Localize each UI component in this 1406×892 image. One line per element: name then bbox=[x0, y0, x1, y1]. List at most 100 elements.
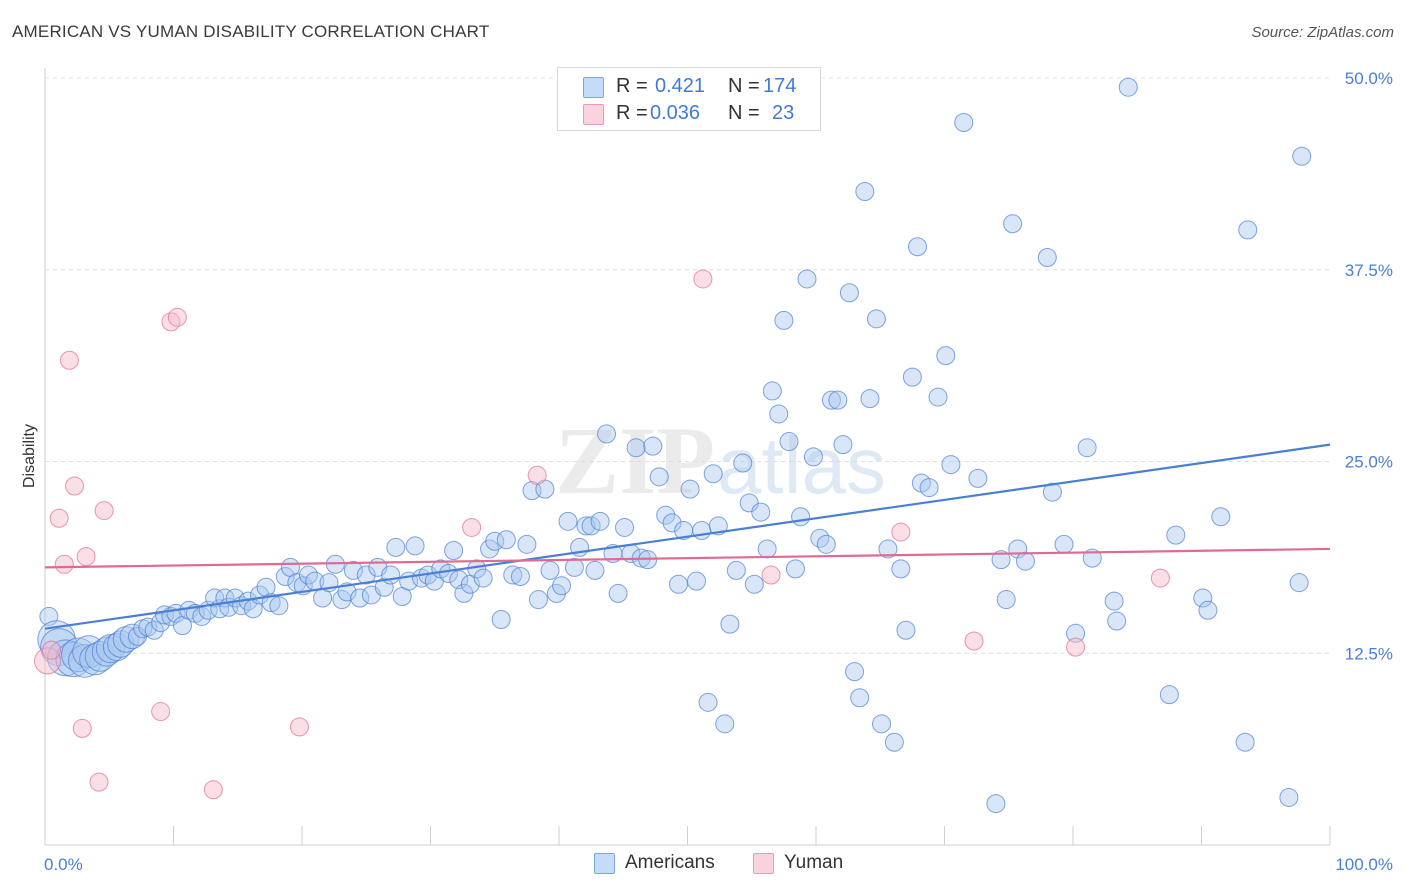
americans-point bbox=[40, 628, 79, 667]
americans-point bbox=[698, 692, 718, 712]
legend-swatch-americans bbox=[594, 853, 615, 874]
yuman-point bbox=[527, 465, 547, 485]
americans-point bbox=[454, 583, 474, 603]
yuman-point bbox=[167, 307, 187, 327]
chart-source: Source: ZipAtlas.com bbox=[1251, 24, 1394, 41]
americans-point bbox=[491, 610, 511, 630]
yuman-point bbox=[72, 718, 92, 738]
legend-n-value: 23 bbox=[772, 102, 795, 124]
stats-legend: R = 0.421 N = 174 R = 0.036 N = 23 bbox=[557, 67, 821, 131]
americans-point bbox=[649, 467, 669, 487]
americans-point bbox=[558, 511, 578, 531]
americans-point bbox=[762, 381, 782, 401]
americans-point bbox=[884, 732, 904, 752]
yuman-point bbox=[94, 501, 114, 521]
yuman-point bbox=[89, 772, 109, 792]
yuman-point bbox=[964, 631, 984, 651]
americans-point bbox=[797, 269, 817, 289]
americans-point bbox=[597, 424, 617, 444]
chart-title: AMERICAN VS YUMAN DISABILITY CORRELATION… bbox=[12, 22, 490, 41]
x-tick-label: 0.0% bbox=[44, 855, 83, 874]
x-tick-label: 100.0% bbox=[1335, 855, 1393, 874]
yuman-point bbox=[891, 522, 911, 542]
legend-r-value: 0.421 bbox=[655, 75, 706, 97]
americans-point bbox=[608, 583, 628, 603]
americans-point bbox=[833, 435, 853, 455]
legend-label-americans: Americans bbox=[625, 852, 715, 873]
y-tick-label: 25.0% bbox=[1345, 453, 1393, 472]
trend-line-yuman bbox=[44, 547, 1331, 569]
americans-point bbox=[739, 493, 759, 513]
americans-point bbox=[941, 455, 961, 475]
americans-point bbox=[860, 389, 880, 409]
americans-point bbox=[496, 530, 516, 550]
americans-point bbox=[1198, 600, 1218, 620]
americans-point bbox=[986, 794, 1006, 814]
americans-point bbox=[680, 479, 700, 499]
americans-point bbox=[1279, 787, 1299, 807]
americans-point bbox=[656, 505, 676, 525]
americans-point bbox=[503, 565, 523, 585]
americans-point bbox=[261, 593, 281, 613]
watermark: ZIP atlas bbox=[555, 407, 886, 514]
americans-point bbox=[1066, 623, 1086, 643]
americans-point bbox=[205, 588, 225, 608]
americans-point bbox=[726, 560, 746, 580]
americans-point bbox=[803, 447, 823, 467]
americans-point bbox=[405, 536, 425, 556]
americans-point bbox=[1082, 548, 1102, 568]
yuman-point bbox=[41, 640, 61, 660]
yuman-point bbox=[59, 350, 79, 370]
americans-point bbox=[585, 560, 605, 580]
legend-r-label: R = bbox=[616, 75, 648, 97]
americans-point bbox=[839, 283, 859, 303]
americans-point bbox=[855, 182, 875, 202]
americans-point bbox=[343, 560, 363, 580]
yuman-point bbox=[761, 565, 781, 585]
trend-line-americans bbox=[44, 443, 1331, 630]
americans-point bbox=[1107, 611, 1127, 631]
americans-point bbox=[733, 453, 753, 473]
americans-point bbox=[1238, 220, 1258, 240]
americans-point bbox=[102, 633, 131, 662]
legend-n-label: N = bbox=[728, 102, 760, 124]
americans-point bbox=[1235, 732, 1255, 752]
americans-point bbox=[269, 596, 289, 616]
americans-point bbox=[107, 630, 135, 658]
americans-point bbox=[444, 540, 464, 560]
y-tick-labels: 12.5% 25.0% 37.5% 50.0% bbox=[1345, 69, 1393, 663]
americans-point bbox=[1118, 77, 1138, 97]
americans-point bbox=[779, 432, 799, 452]
americans-point bbox=[1003, 214, 1023, 234]
americans-point bbox=[919, 478, 939, 498]
americans-point bbox=[872, 714, 892, 734]
americans-point bbox=[1077, 438, 1097, 458]
americans-point bbox=[119, 623, 146, 650]
americans-point bbox=[1211, 507, 1231, 527]
americans-point bbox=[381, 565, 401, 585]
americans-point bbox=[968, 468, 988, 488]
yuman-point bbox=[49, 508, 69, 528]
legend-row-americans: R = 0.421 N = 174 bbox=[558, 75, 820, 99]
americans-point bbox=[438, 563, 458, 583]
legend-item-yuman: Yuman bbox=[753, 852, 863, 876]
americans-point bbox=[564, 557, 584, 577]
americans-point bbox=[1166, 525, 1186, 545]
americans-point bbox=[850, 688, 870, 708]
americans-point bbox=[891, 559, 911, 579]
americans-point bbox=[708, 516, 728, 536]
legend-r-value: 0.036 bbox=[650, 102, 701, 124]
americans-point bbox=[581, 516, 601, 536]
americans-point bbox=[662, 513, 682, 533]
americans-point bbox=[590, 511, 610, 531]
yuman-point bbox=[76, 547, 96, 567]
americans-point bbox=[816, 534, 836, 554]
americans-point bbox=[821, 390, 841, 410]
americans-point bbox=[991, 550, 1011, 570]
americans-point bbox=[774, 310, 794, 330]
legend-n-value: 174 bbox=[763, 75, 797, 97]
americans-point bbox=[386, 537, 406, 557]
americans-point bbox=[1193, 588, 1213, 608]
legend-label-yuman: Yuman bbox=[784, 852, 844, 873]
